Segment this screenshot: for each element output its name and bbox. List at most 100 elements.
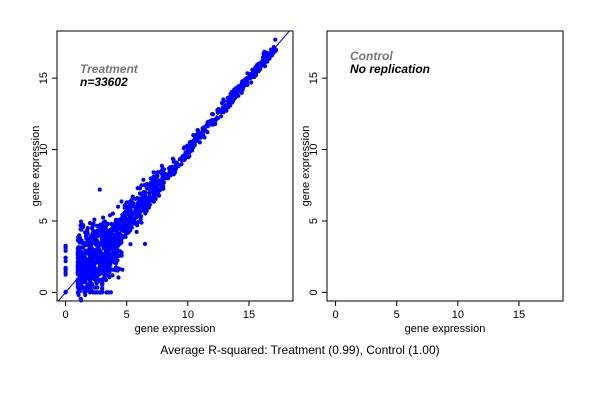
data-point bbox=[219, 114, 224, 119]
x-axis-label-control: gene expression bbox=[405, 323, 486, 335]
data-point bbox=[113, 245, 118, 250]
data-point bbox=[206, 119, 211, 124]
data-point bbox=[100, 282, 105, 288]
y-axis-control: 0 5 10 15 bbox=[308, 72, 327, 295]
data-point bbox=[144, 181, 150, 186]
data-point bbox=[127, 207, 132, 212]
data-point bbox=[114, 261, 119, 266]
x-tick-label: 5 bbox=[394, 309, 400, 321]
data-point bbox=[128, 219, 133, 224]
data-point bbox=[116, 220, 121, 225]
data-point bbox=[106, 230, 111, 235]
data-point bbox=[107, 260, 112, 265]
data-point bbox=[116, 275, 121, 280]
y-tick-label: 10 bbox=[308, 143, 320, 155]
data-point bbox=[122, 203, 127, 208]
figure-caption: Average R-squared: Treatment (0.99), Con… bbox=[160, 343, 440, 357]
data-point bbox=[98, 229, 103, 234]
data-point bbox=[128, 242, 133, 247]
data-point bbox=[135, 196, 140, 201]
data-point bbox=[63, 243, 68, 249]
data-point bbox=[119, 199, 124, 204]
data-point bbox=[124, 200, 129, 205]
data-point bbox=[259, 60, 264, 65]
data-point bbox=[103, 277, 108, 282]
data-point bbox=[96, 278, 101, 284]
data-point bbox=[268, 51, 274, 57]
data-point bbox=[116, 204, 121, 209]
data-point bbox=[252, 74, 257, 79]
data-point bbox=[108, 253, 113, 258]
data-point bbox=[83, 275, 88, 280]
data-point bbox=[110, 267, 116, 272]
data-point bbox=[79, 298, 84, 303]
y-axis-label-treatment: gene expression bbox=[30, 126, 42, 207]
data-point bbox=[153, 177, 158, 182]
data-point bbox=[263, 64, 268, 69]
data-point bbox=[100, 278, 105, 284]
data-point bbox=[110, 256, 115, 261]
data-point bbox=[123, 234, 128, 239]
data-point bbox=[108, 290, 113, 295]
data-point bbox=[195, 128, 200, 133]
data-point bbox=[95, 258, 100, 263]
data-point bbox=[150, 195, 155, 200]
data-point bbox=[186, 155, 191, 160]
data-point bbox=[87, 242, 92, 247]
data-point bbox=[101, 215, 106, 220]
data-point bbox=[137, 214, 142, 219]
data-point bbox=[114, 251, 119, 256]
data-point bbox=[142, 198, 148, 204]
data-point bbox=[91, 290, 96, 295]
data-point bbox=[92, 285, 97, 290]
data-point bbox=[84, 236, 89, 241]
plot-frame-control bbox=[326, 30, 564, 302]
data-point bbox=[104, 223, 109, 228]
data-point bbox=[78, 219, 84, 224]
data-point bbox=[75, 238, 80, 243]
identity-line bbox=[57, 30, 290, 302]
y-axis-treatment: 0 5 10 15 bbox=[38, 72, 57, 295]
data-point bbox=[114, 238, 119, 243]
data-point bbox=[97, 290, 102, 295]
data-point bbox=[103, 249, 108, 254]
y-tick-label: 15 bbox=[308, 72, 320, 84]
x-tick-label: 15 bbox=[513, 309, 525, 321]
x-tick-label: 5 bbox=[124, 309, 130, 321]
data-point bbox=[150, 199, 155, 204]
data-point bbox=[87, 221, 93, 226]
data-point bbox=[227, 103, 232, 108]
data-point bbox=[140, 192, 145, 197]
data-point bbox=[98, 267, 103, 272]
data-point bbox=[79, 249, 84, 254]
data-point bbox=[102, 231, 108, 236]
data-point bbox=[110, 273, 115, 278]
x-axis-treatment: 0 5 10 15 bbox=[62, 301, 255, 321]
panel-title-control: Control bbox=[350, 49, 393, 63]
data-point bbox=[125, 224, 131, 229]
data-point bbox=[147, 202, 152, 207]
data-point bbox=[75, 256, 80, 261]
data-point bbox=[63, 267, 68, 272]
data-point bbox=[245, 71, 250, 76]
data-point bbox=[273, 37, 278, 42]
data-point bbox=[89, 238, 94, 244]
data-point bbox=[82, 254, 87, 259]
data-point bbox=[75, 251, 80, 256]
data-point bbox=[230, 99, 235, 104]
data-point bbox=[83, 248, 88, 253]
y-tick-label: 5 bbox=[38, 218, 50, 224]
data-point bbox=[248, 76, 253, 81]
data-point bbox=[236, 85, 241, 90]
data-point bbox=[139, 206, 144, 211]
data-point bbox=[80, 224, 86, 230]
data-point bbox=[242, 78, 247, 83]
data-point bbox=[90, 224, 95, 229]
data-point bbox=[95, 231, 100, 236]
data-point bbox=[91, 271, 96, 276]
data-point bbox=[200, 129, 205, 134]
x-tick-label: 10 bbox=[182, 309, 194, 321]
data-point bbox=[76, 235, 81, 240]
